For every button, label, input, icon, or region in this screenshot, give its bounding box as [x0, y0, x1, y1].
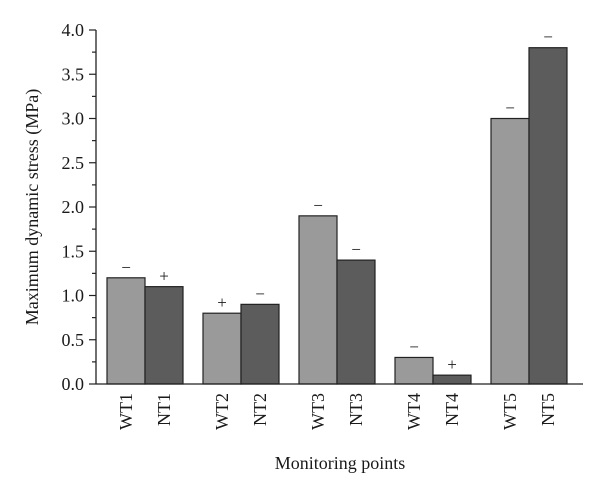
x-tick-label: WT4 [404, 393, 424, 430]
bar-wt5 [490, 117, 530, 385]
bars: − + + − − − − + − − [106, 28, 568, 385]
bar-nt4 [432, 374, 472, 385]
bar-nt5 [528, 47, 568, 385]
bar-wt2 [202, 312, 242, 385]
x-tick-label: WT1 [116, 393, 136, 430]
x-tick-label: WT3 [308, 393, 328, 430]
bar-sign-label: − [313, 196, 323, 215]
x-axis-title: Monitoring points [275, 453, 406, 473]
bar-sign-label: + [217, 293, 227, 312]
x-tick-label: NT4 [442, 393, 462, 426]
bar-sign-label: − [543, 28, 553, 47]
y-axis-ticks: 0.0 0.5 1.0 1.5 2.0 2.5 3.0 3.5 4.0 [62, 20, 96, 394]
bar-sign-label: − [121, 258, 131, 277]
bar-wt3 [298, 215, 338, 385]
x-tick-label: NT2 [250, 393, 270, 426]
x-axis-tick-labels: WT1 NT1 WT2 NT2 WT3 NT3 WT4 NT4 WT5 NT5 [116, 393, 558, 430]
bar-wt1 [106, 277, 146, 385]
bar-sign-label: − [409, 337, 419, 356]
y-tick-label: 3.5 [62, 64, 85, 84]
x-tick-label: WT2 [212, 393, 232, 430]
x-tick-label: NT1 [154, 393, 174, 426]
bar-wt4 [394, 356, 434, 385]
y-axis-title: Maximum dynamic stress (MPa) [22, 89, 43, 325]
bar-sign-label: + [159, 267, 169, 286]
y-tick-label: 0.5 [62, 330, 85, 350]
bar-sign-label: − [505, 99, 515, 118]
y-tick-label: 0.0 [62, 374, 85, 394]
y-tick-label: 2.5 [62, 153, 85, 173]
bar-sign-label: + [447, 355, 457, 374]
x-tick-label: NT3 [346, 393, 366, 426]
bar-nt2 [240, 303, 280, 385]
y-tick-label: 3.0 [62, 109, 85, 129]
y-tick-label: 1.5 [62, 241, 85, 261]
y-tick-label: 2.0 [62, 197, 85, 217]
bar-sign-label: − [255, 284, 265, 303]
bar-nt1 [144, 286, 184, 385]
bar-sign-label: − [351, 240, 361, 259]
y-tick-label: 4.0 [62, 20, 85, 40]
x-tick-label: WT5 [500, 393, 520, 430]
y-tick-label: 1.0 [62, 286, 85, 306]
bar-nt3 [336, 259, 376, 385]
x-tick-label: NT5 [538, 393, 558, 426]
